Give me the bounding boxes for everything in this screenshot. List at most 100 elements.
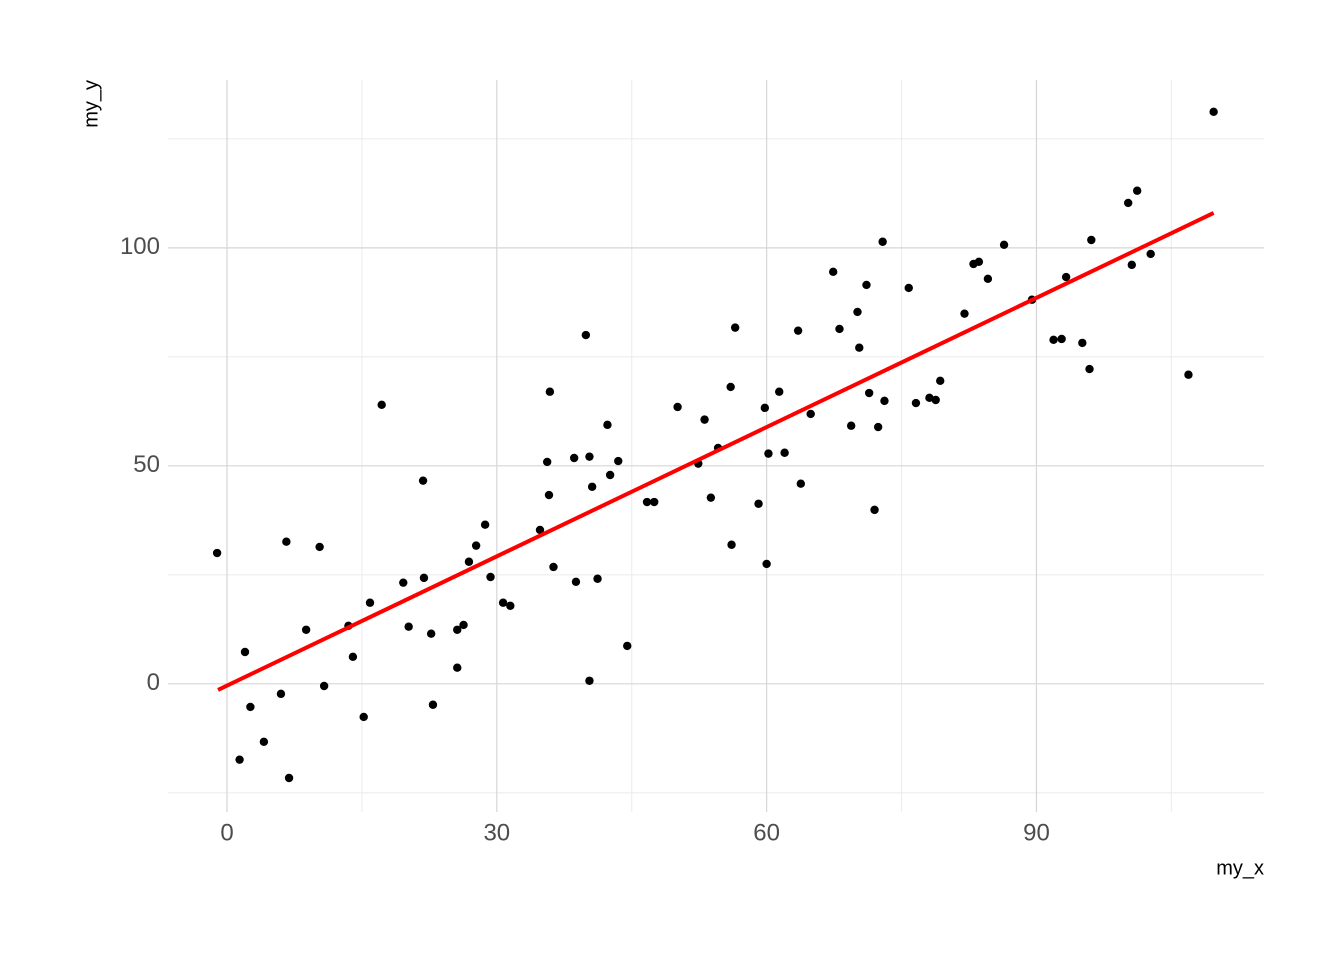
point: [404, 622, 413, 631]
point: [999, 240, 1009, 249]
point: [498, 598, 508, 607]
point: [581, 330, 591, 340]
point: [428, 700, 438, 709]
point: [760, 403, 770, 413]
point: [904, 283, 913, 293]
point: [754, 499, 763, 508]
point: [246, 702, 255, 712]
point: [936, 376, 945, 386]
point: [419, 573, 429, 583]
point: [459, 620, 468, 630]
point: [853, 307, 862, 317]
point: [806, 409, 815, 419]
point: [359, 712, 368, 722]
point: [480, 520, 490, 529]
point: [585, 452, 594, 461]
y-tick-label: 50: [133, 451, 160, 478]
point: [535, 525, 545, 535]
point: [862, 280, 871, 290]
point: [726, 382, 735, 392]
point: [835, 324, 844, 334]
point: [983, 274, 993, 284]
point: [727, 540, 736, 549]
point: [603, 420, 612, 430]
point: [846, 421, 856, 430]
point: [301, 625, 311, 634]
point: [1061, 272, 1071, 282]
point: [545, 387, 555, 396]
point: [418, 476, 428, 485]
point: [780, 448, 789, 457]
point: [873, 422, 883, 432]
point: [1146, 249, 1155, 259]
point: [464, 557, 474, 566]
point: [282, 537, 291, 546]
point: [453, 625, 462, 634]
x-tick-label: 60: [753, 819, 780, 846]
point: [960, 309, 969, 318]
point: [764, 449, 773, 458]
y-tick-label: 0: [147, 669, 160, 696]
point: [650, 497, 659, 507]
point: [911, 398, 921, 408]
point: [315, 542, 324, 552]
point: [880, 396, 889, 406]
point: [542, 457, 552, 467]
point: [793, 326, 803, 335]
point: [506, 601, 515, 610]
fit-line: [217, 211, 1215, 692]
point: [870, 505, 879, 515]
point: [486, 572, 495, 582]
point: [276, 689, 286, 699]
point: [259, 737, 269, 747]
x-tick-label: 30: [483, 819, 510, 846]
point: [1049, 335, 1058, 345]
point: [348, 652, 358, 661]
point: [587, 482, 597, 491]
point: [1132, 186, 1142, 195]
point: [605, 470, 615, 480]
point: [706, 493, 716, 502]
point: [974, 257, 984, 267]
point: [1057, 334, 1066, 344]
point: [673, 402, 682, 412]
point: [1127, 260, 1136, 270]
x-tick-label: 90: [1023, 819, 1050, 846]
point: [614, 456, 623, 466]
point: [642, 497, 652, 507]
point: [762, 559, 771, 569]
point: [235, 755, 244, 764]
point: [319, 681, 329, 691]
point: [796, 479, 806, 488]
point: [569, 453, 579, 463]
point: [775, 387, 784, 396]
point: [1209, 107, 1218, 117]
point: [212, 548, 222, 558]
point: [240, 647, 250, 657]
point: [426, 629, 436, 638]
point: [399, 578, 408, 587]
point: [623, 641, 632, 651]
y-tick-label: 100: [120, 233, 160, 260]
point: [471, 541, 481, 550]
x-tick-label: 0: [220, 819, 233, 846]
point: [1078, 338, 1087, 348]
point: [585, 676, 594, 685]
point: [730, 323, 740, 332]
y-axis-title: my_y: [80, 80, 102, 128]
point: [377, 400, 386, 410]
point: [1184, 370, 1193, 379]
point: [855, 343, 864, 352]
point: [1123, 198, 1133, 208]
point: [284, 773, 294, 783]
point: [878, 237, 887, 246]
point: [828, 267, 838, 277]
point: [549, 562, 558, 572]
point: [593, 574, 602, 583]
point: [700, 415, 709, 424]
point: [365, 598, 375, 607]
point: [1085, 364, 1094, 374]
point: [571, 577, 581, 587]
point: [544, 490, 554, 500]
